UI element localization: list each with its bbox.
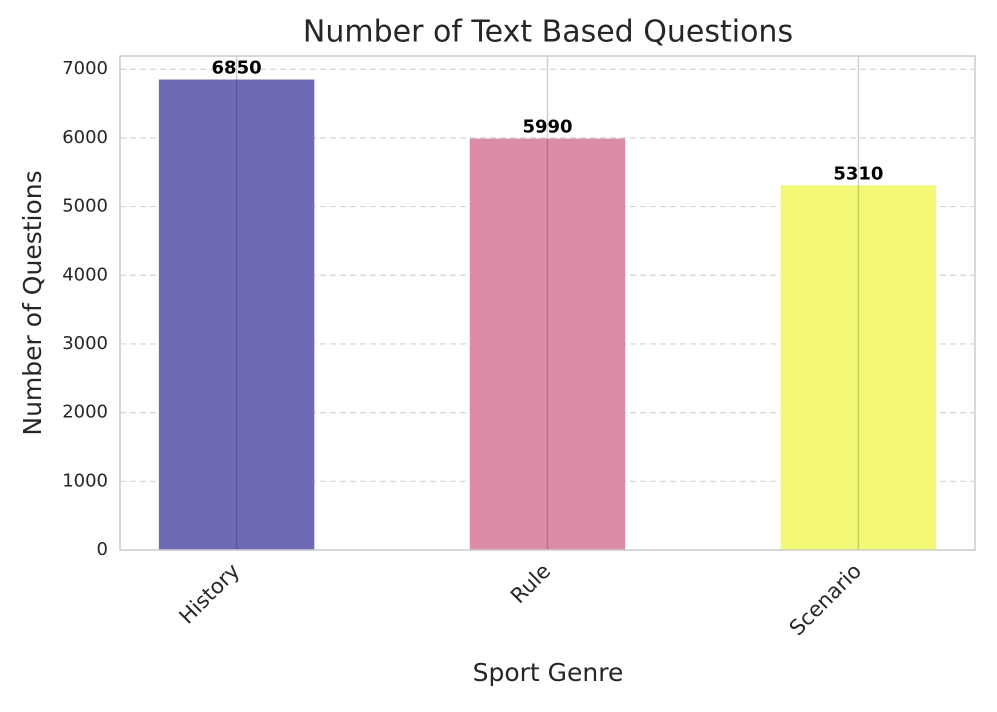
- y-tick-label: 3000: [62, 333, 108, 354]
- x-tick-label: Scenario: [785, 559, 867, 641]
- bar: [158, 79, 315, 551]
- y-tick-label: 7000: [62, 58, 108, 79]
- bar: [469, 138, 626, 551]
- y-tick-label: 0: [97, 539, 108, 560]
- plot-frame: [119, 55, 976, 551]
- chart-title: Number of Text Based Questions: [303, 15, 793, 50]
- x-tick-label: Rule: [506, 559, 555, 608]
- y-axis-label: Number of Questions: [18, 170, 47, 435]
- y-tick-label: 6000: [62, 127, 108, 148]
- bar: [780, 185, 937, 550]
- y-tick-label: 5000: [62, 196, 108, 217]
- y-tick-label: 1000: [62, 470, 108, 491]
- x-axis-label: Sport Genre: [473, 658, 624, 687]
- y-tick-label: 4000: [62, 264, 108, 285]
- value-label: 5310: [833, 163, 883, 184]
- y-tick-label: 2000: [62, 402, 108, 423]
- value-label: 5990: [522, 117, 572, 138]
- value-label: 6850: [212, 58, 262, 79]
- x-tick-label: History: [175, 559, 245, 629]
